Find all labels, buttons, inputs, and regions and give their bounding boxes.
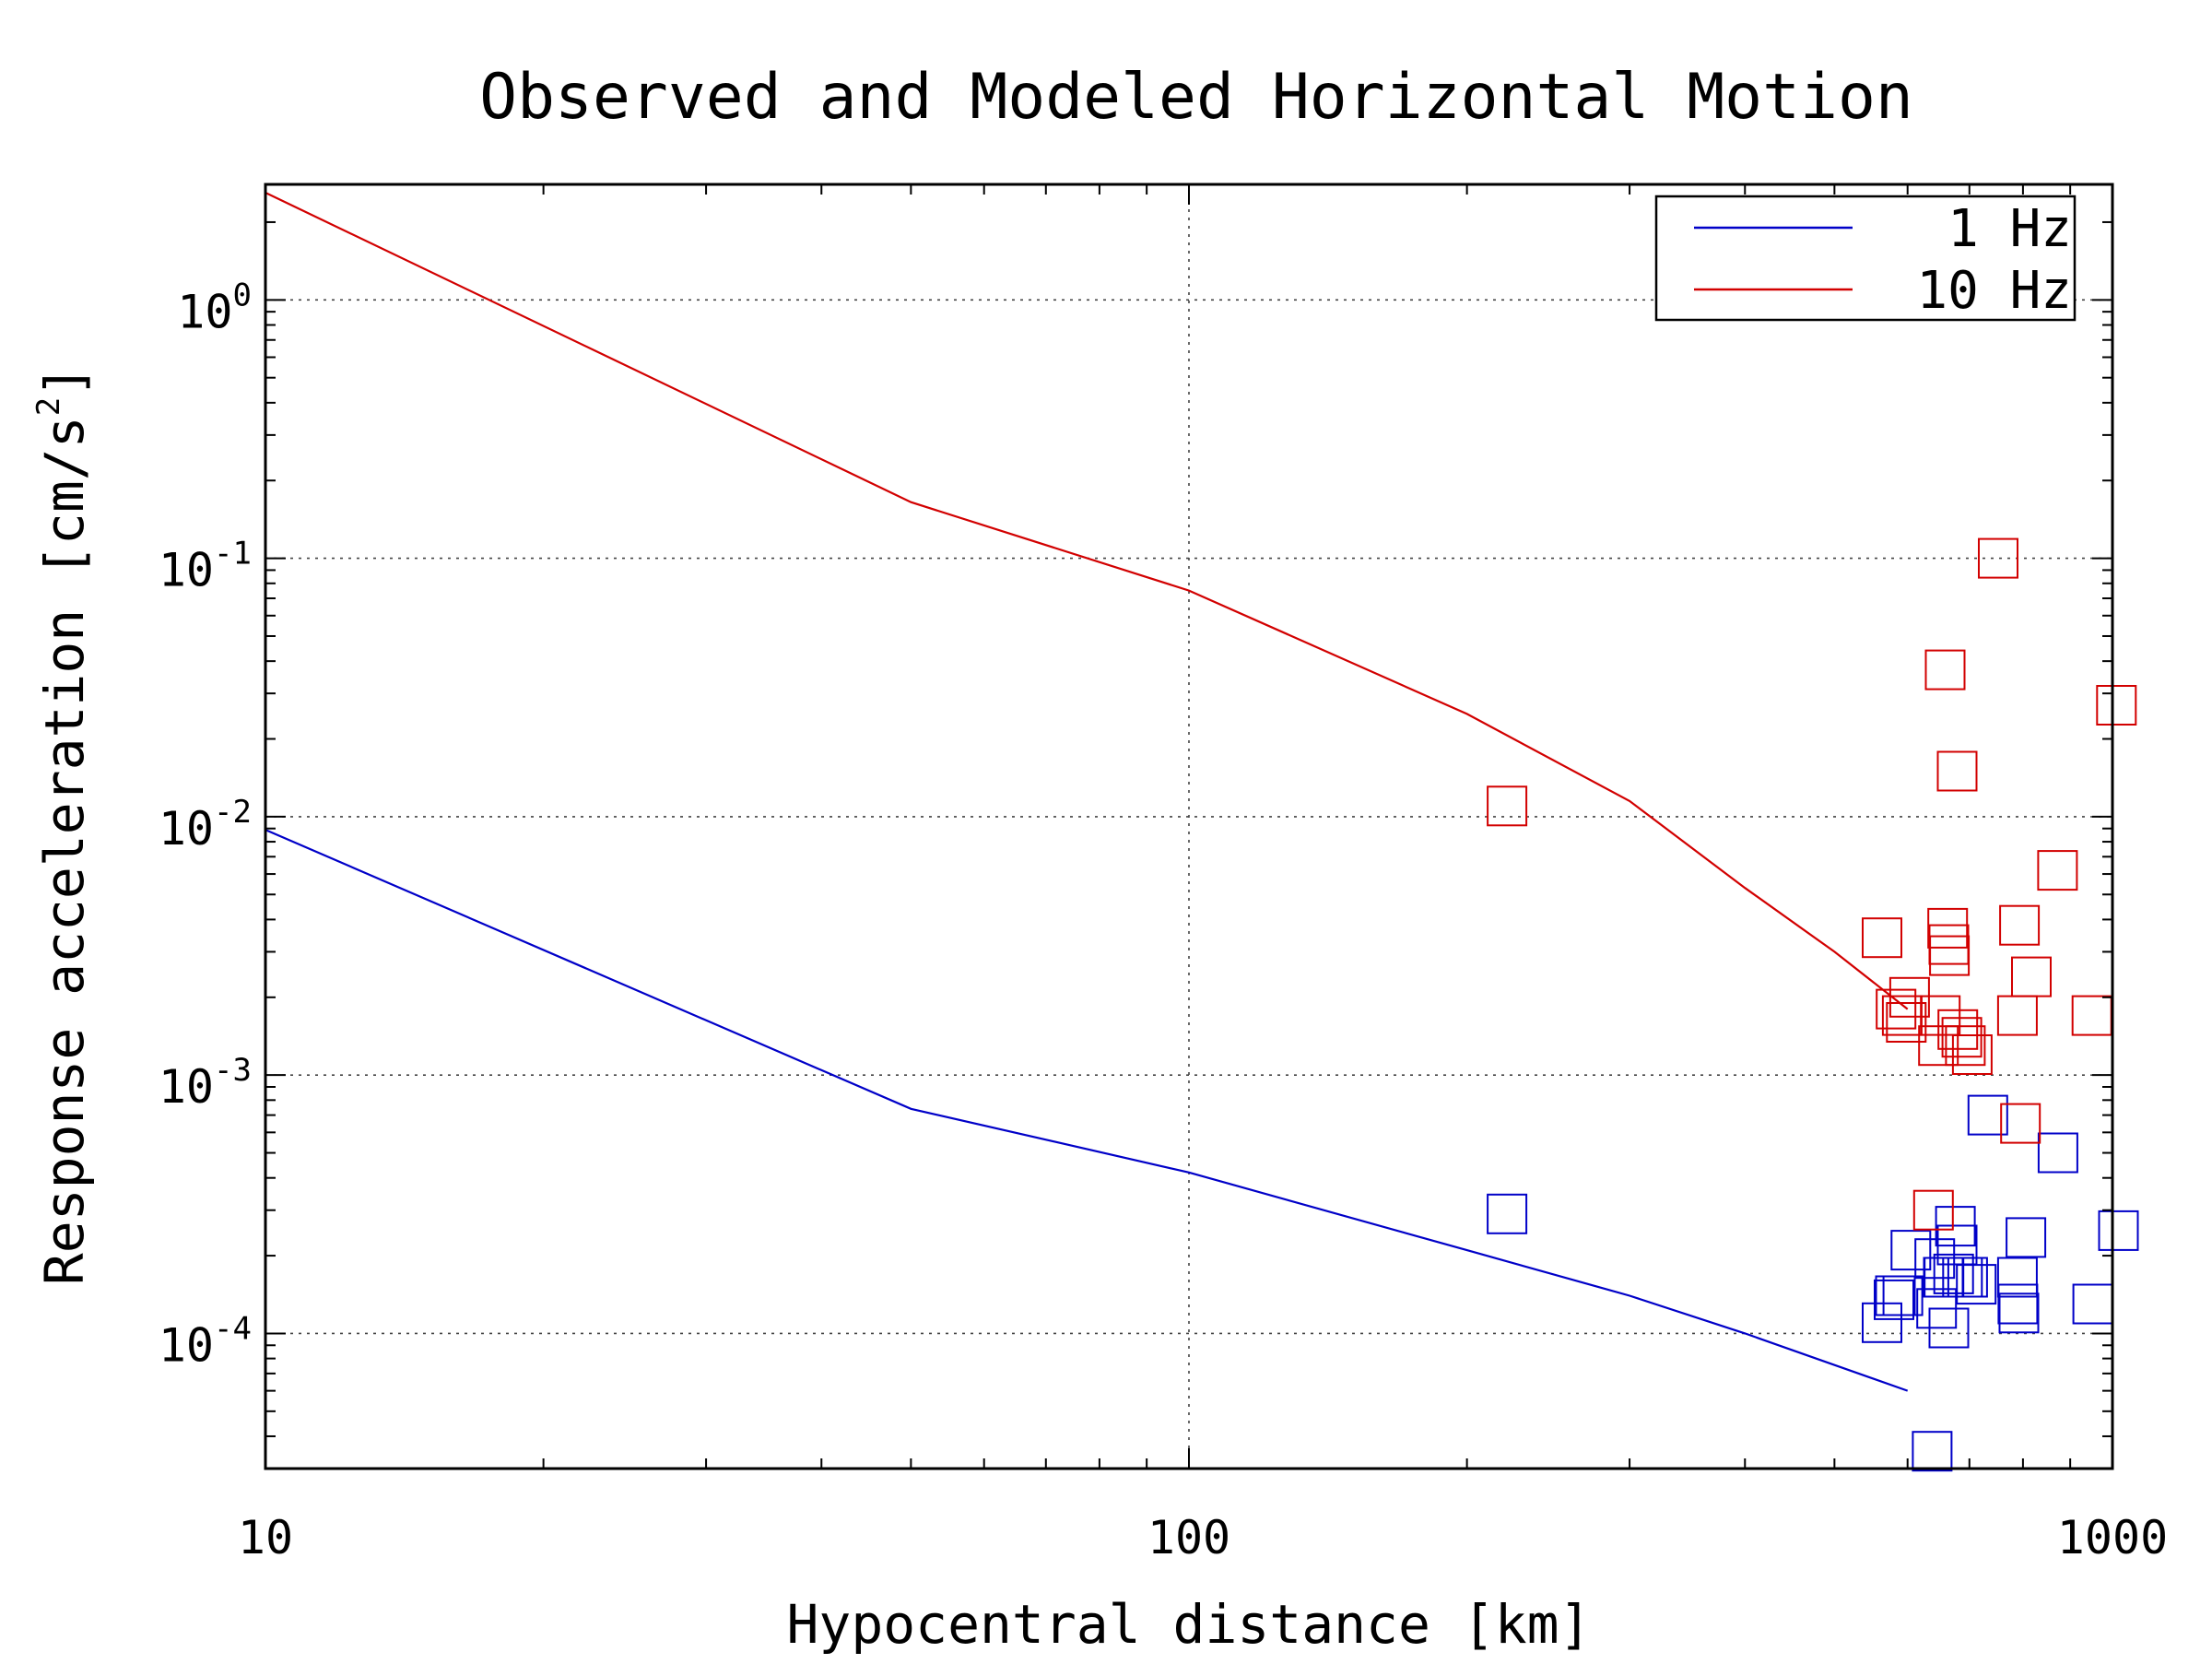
legend: 1 Hz 10 Hz <box>1654 195 2077 322</box>
data-point <box>1912 1431 1953 1472</box>
legend-box <box>1654 195 2077 322</box>
data-point <box>1890 1230 1932 1271</box>
series-line <box>265 192 1909 1010</box>
data-point <box>1920 995 1961 1036</box>
y-tick-base: 10 <box>159 802 214 856</box>
y-tick-exponent: 0 <box>233 277 252 313</box>
data-point <box>1937 1009 1979 1050</box>
data-point <box>1997 1283 2039 1325</box>
series-1 <box>265 192 2137 1231</box>
data-point <box>1886 1002 1927 1043</box>
data-point <box>1929 935 1971 976</box>
chart-title: Observed and Modeled Horizontal Motion <box>479 61 1913 134</box>
y-axis-label-main: Response acceleration [cm/s <box>33 416 96 1285</box>
data-point <box>1874 1279 1914 1320</box>
data-point <box>2098 1210 2139 1251</box>
data-point <box>1487 1193 1528 1234</box>
data-point <box>2006 1217 2047 1258</box>
data-point <box>1947 1257 1988 1298</box>
y-tick-base: 10 <box>159 1060 214 1114</box>
data-point <box>1888 976 1930 1018</box>
data-point <box>1928 924 1970 965</box>
data-point <box>1941 1017 1983 1058</box>
data-point <box>1978 537 2018 579</box>
data-point <box>2037 1132 2078 1174</box>
data-point <box>2037 850 2078 891</box>
data-point <box>1924 649 1966 690</box>
data-point <box>2000 1103 2041 1144</box>
data-point <box>1996 995 2038 1036</box>
data-point <box>1996 1257 2038 1298</box>
data-point <box>1927 907 1969 949</box>
data-point <box>1876 988 1917 1030</box>
y-axis-label: Response acceleration [cm/s2] <box>30 365 96 1285</box>
y-tick-exponent: -4 <box>214 1310 252 1347</box>
data-point <box>1928 1307 1970 1349</box>
data-point <box>1945 1025 1986 1067</box>
y-axis-label-superscript: 2 <box>30 397 67 416</box>
y-tick-base: 10 <box>159 1318 214 1372</box>
y-tick-exponent: -3 <box>214 1052 252 1089</box>
data-point <box>1875 1275 1916 1316</box>
data-point <box>1912 1189 1954 1231</box>
y-axis-label-close: ] <box>33 365 96 397</box>
y-tick-base: 10 <box>177 285 232 338</box>
data-point <box>1967 1094 2008 1136</box>
series-layer <box>265 192 2139 1472</box>
y-tick-label: 10-2 <box>159 794 252 856</box>
series-0 <box>265 829 2139 1472</box>
data-point <box>1862 1302 1902 1343</box>
y-tick-label: 10-3 <box>159 1052 252 1114</box>
series-line <box>265 829 1909 1392</box>
y-tick-exponent: -1 <box>214 536 252 572</box>
data-point <box>2071 995 2112 1036</box>
data-point <box>2096 685 2137 726</box>
plot-frame <box>264 183 2114 1470</box>
x-tick-label: 100 <box>1147 1511 1230 1564</box>
data-point <box>1933 1253 1974 1294</box>
data-point <box>2072 1283 2113 1325</box>
y-tick-label: 100 <box>177 277 252 338</box>
axis-ticks <box>265 184 2113 1469</box>
y-tick-label: 10-1 <box>159 536 252 597</box>
y-tick-exponent: -2 <box>214 794 252 831</box>
data-point <box>1862 917 1902 959</box>
x-axis-label: Hypocentral distance [km] <box>787 1593 1592 1656</box>
x-tick-label: 1000 <box>2057 1511 2168 1564</box>
data-point <box>1487 785 1528 827</box>
y-tick-base: 10 <box>159 544 214 597</box>
data-point <box>1936 750 1978 792</box>
y-tick-label: 10-4 <box>159 1310 252 1372</box>
x-tick-label: 10 <box>238 1511 293 1564</box>
legend-label-10hz: 10 Hz <box>1916 261 2072 321</box>
data-point <box>2011 956 2052 997</box>
x-tick-labels: 10 100 1000 <box>238 1511 2168 1564</box>
data-point <box>1956 1264 1997 1305</box>
grid-lines <box>265 184 2112 1469</box>
legend-label-1hz: 1 Hz <box>1947 199 2072 259</box>
data-point <box>1999 904 2041 946</box>
data-point <box>1998 1292 2040 1334</box>
data-point <box>1951 1034 1993 1075</box>
